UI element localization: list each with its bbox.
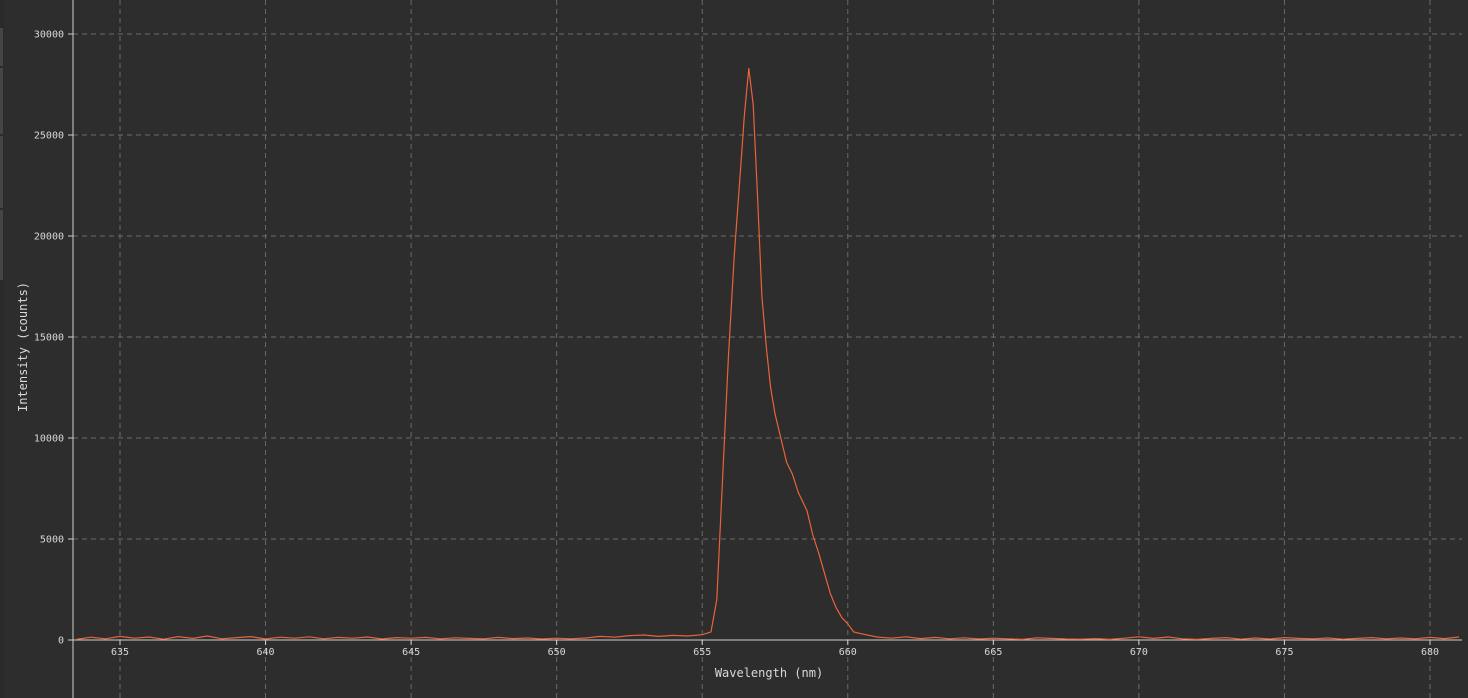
panel-tab <box>0 136 3 208</box>
x-tick-label: 635 <box>111 647 129 658</box>
y-tick-label: 20000 <box>34 232 64 243</box>
y-tick-label: 25000 <box>34 131 64 142</box>
x-tick-label: 640 <box>257 647 275 658</box>
x-tick-label: 655 <box>693 647 711 658</box>
panel-tab <box>0 210 3 280</box>
panel-tab <box>0 28 3 66</box>
tick-labels: 635 640 645 650 655 660 665 670 675 680 0 5000 10000… <box>34 30 1439 659</box>
y-tick-label: 15000 <box>34 333 64 344</box>
y-axis-label: Intensity (counts) <box>16 282 30 412</box>
x-tick-label: 660 <box>839 647 857 658</box>
x-tick-label: 665 <box>984 647 1002 658</box>
grid-lines <box>73 0 1462 698</box>
x-tick-label: 675 <box>1275 647 1293 658</box>
x-tick-label: 680 <box>1421 647 1439 658</box>
x-tick-label: 650 <box>548 647 566 658</box>
x-tick-label: 645 <box>402 647 420 658</box>
y-tick-label: 5000 <box>40 535 64 546</box>
left-panel-edge <box>0 0 4 698</box>
axes <box>68 0 1462 698</box>
y-tick-label: 10000 <box>34 434 64 445</box>
x-tick-label: 670 <box>1130 647 1148 658</box>
x-axis-label: Wavelength (nm) <box>715 666 823 680</box>
series-line-1 <box>76 67 1460 640</box>
panel-tab <box>0 68 3 134</box>
y-tick-label: 30000 <box>34 30 64 41</box>
y-tick-label: 0 <box>58 636 64 647</box>
series-layer <box>76 67 1460 640</box>
